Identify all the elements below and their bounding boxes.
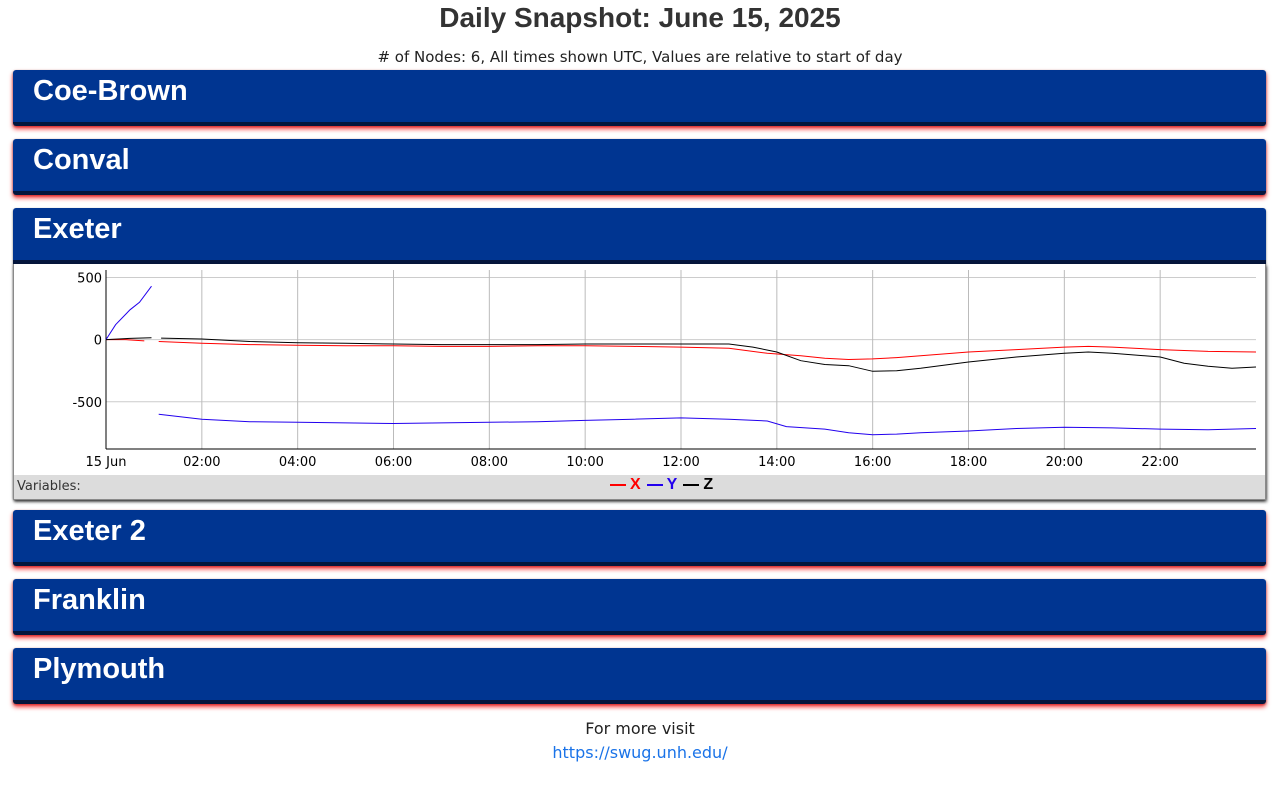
node-title: Coe-Brown [33, 75, 188, 107]
node-header-coe-brown[interactable]: Coe-Brown [13, 70, 1266, 126]
legend-swatch [610, 484, 626, 486]
node-title: Conval [33, 144, 130, 176]
footer-link[interactable]: https://swug.unh.edu/ [552, 743, 728, 762]
x-tick-label: 16:00 [854, 455, 891, 470]
page-subtitle: # of Nodes: 6, All times shown UTC, Valu… [377, 48, 903, 66]
series-line-z [105, 337, 152, 341]
x-tick-label: 10:00 [566, 455, 603, 470]
chart-container: 500 0 -500 15 Jun 02:00 04:00 06:00 08:00 10:00 1… [13, 264, 1266, 500]
legend-label: Variables: [17, 479, 81, 494]
node-panel-exeter: Exeter 500 0 -500 15 Jun 02:00 04:00 06:00 08:0… [13, 208, 1266, 500]
legend-bar: Variables: X Y Z [14, 475, 1265, 499]
node-panel-franklin: Franklin [13, 579, 1266, 635]
legend-item-x[interactable]: X [610, 476, 641, 494]
node-header-plymouth[interactable]: Plymouth [13, 648, 1266, 704]
y-tick-label: -500 [72, 396, 102, 411]
node-title: Exeter [33, 213, 122, 245]
series-line-y [105, 285, 152, 340]
legend-item-z[interactable]: Z [683, 476, 713, 494]
legend-item-label: Y [666, 476, 678, 493]
x-tick-label: 08:00 [471, 455, 508, 470]
legend-item-label: Z [703, 476, 714, 493]
legend-swatch [683, 484, 700, 486]
x-tick-label: 22:00 [1141, 455, 1178, 470]
x-tick-label: 12:00 [662, 455, 699, 470]
x-tick-label: 04:00 [279, 455, 316, 470]
legend-item-label: X [630, 476, 641, 493]
node-panel-conval: Conval [13, 139, 1266, 195]
y-tick-label: 500 [77, 271, 102, 286]
legend-item-y[interactable]: Y [646, 476, 678, 494]
x-tick-label: 18:00 [950, 455, 987, 470]
x-tick-label: 15 Jun [86, 455, 127, 470]
node-title: Franklin [33, 584, 146, 616]
magnetometer-chart[interactable]: 500 0 -500 15 Jun 02:00 04:00 06:00 08:00 10:00 1… [14, 264, 1265, 475]
node-header-franklin[interactable]: Franklin [13, 579, 1266, 635]
y-tick-label: 0 [94, 334, 102, 349]
node-header-conval[interactable]: Conval [13, 139, 1266, 195]
node-header-exeter-2[interactable]: Exeter 2 [13, 510, 1266, 566]
x-tick-label: 20:00 [1046, 455, 1083, 470]
x-tick-label: 02:00 [183, 455, 220, 470]
footer-link-container: https://swug.unh.edu/ [0, 743, 1280, 762]
node-title: Plymouth [33, 653, 166, 685]
node-header-exeter[interactable]: Exeter [13, 208, 1266, 264]
x-tick-label: 06:00 [375, 455, 412, 470]
legend-items: X Y Z [610, 476, 713, 494]
series-line-y [158, 413, 1257, 436]
page-title: Daily Snapshot: June 15, 2025 [439, 2, 841, 33]
series-line-z [161, 337, 1257, 372]
node-panel-coe-brown: Coe-Brown [13, 70, 1266, 126]
node-panel-exeter-2: Exeter 2 [13, 510, 1266, 566]
node-title: Exeter 2 [33, 515, 146, 547]
x-tick-label: 14:00 [758, 455, 795, 470]
legend-swatch [646, 484, 663, 486]
node-panel-plymouth: Plymouth [13, 648, 1266, 704]
footer-text: For more visit [585, 719, 695, 738]
